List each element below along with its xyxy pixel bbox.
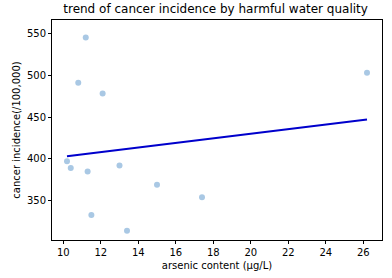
- svg-text:26: 26: [357, 247, 370, 258]
- svg-text:24: 24: [319, 247, 332, 258]
- svg-text:18: 18: [207, 247, 220, 258]
- svg-text:trend of cancer incidence by h: trend of cancer incidence by harmful wat…: [63, 2, 368, 16]
- svg-text:20: 20: [244, 247, 257, 258]
- svg-text:12: 12: [94, 247, 107, 258]
- svg-text:550: 550: [27, 28, 46, 39]
- svg-text:14: 14: [132, 247, 145, 258]
- svg-text:350: 350: [27, 195, 46, 206]
- svg-text:400: 400: [27, 153, 46, 164]
- svg-text:cancer incidence(/100,000): cancer incidence(/100,000): [11, 61, 22, 198]
- svg-text:450: 450: [27, 112, 46, 123]
- svg-text:10: 10: [57, 247, 70, 258]
- svg-text:16: 16: [169, 247, 182, 258]
- svg-text:500: 500: [27, 70, 46, 81]
- svg-text:22: 22: [282, 247, 295, 258]
- svg-text:arsenic content (µg/L): arsenic content (µg/L): [162, 260, 272, 271]
